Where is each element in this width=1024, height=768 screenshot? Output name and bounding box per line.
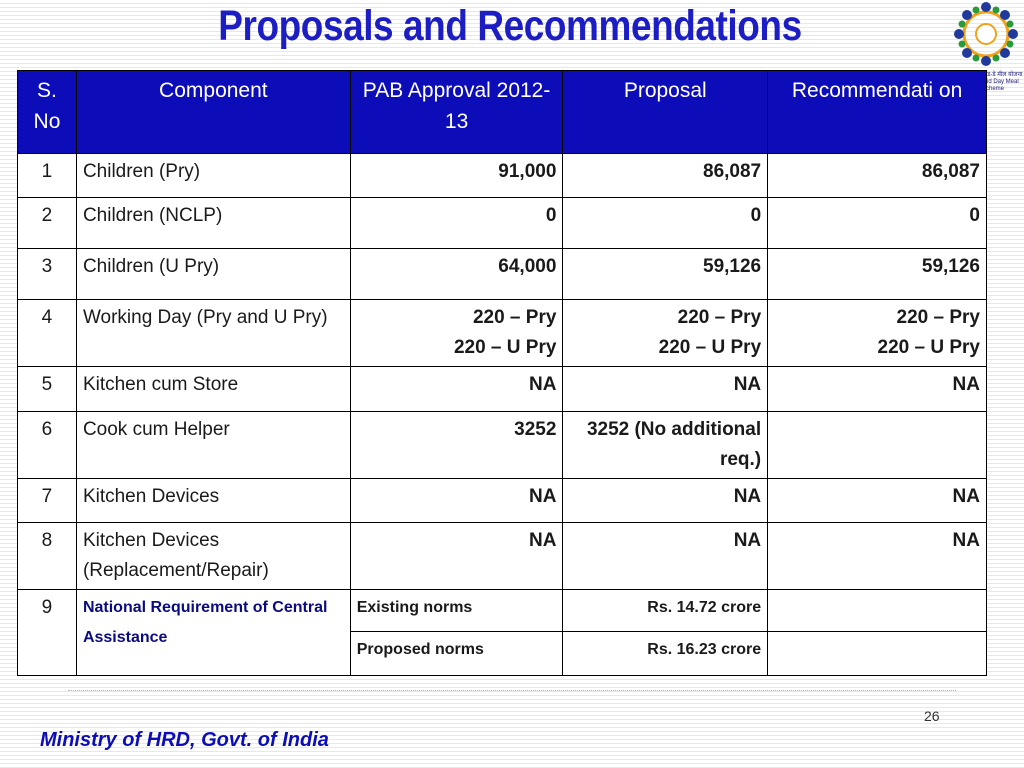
cell-component: Cook cum Helper [75,411,351,479]
page-number: 26 [924,708,940,724]
cell-sno: 7 [17,478,77,523]
cell-sno: 1 [17,153,77,198]
cell-recommendation: NA [767,522,987,590]
cell-proposal: NA [562,522,769,590]
footer-text: Ministry of HRD, Govt. of India [40,729,329,751]
header-pab-approval: PAB Approval 2012-13 [349,70,564,154]
cell-proposal: NA [562,366,769,412]
cell-recommendation: 59,126 [767,248,987,300]
cell-proposal: 0 [562,197,769,249]
table-row: 4 Working Day (Pry and U Pry) 220 – Pry 2… [17,299,987,367]
cell-sub-value: Rs. 16.23 crore [562,631,769,676]
mid-day-meal-logo [950,0,1024,90]
table-row: 8 Kitchen Devices (Replacement/Repair) N… [17,522,987,590]
cell-component: Kitchen Devices (Replacement/Repair) [75,522,351,590]
cell-recommendation: 86,087 [767,153,987,198]
header-proposal: Proposal [562,70,769,154]
cell-sno: 2 [17,197,77,249]
cell-sno: 6 [17,411,77,479]
cell-recommendation: 0 [767,197,987,249]
cell-component: Working Day (Pry and U Pry) [75,299,351,367]
cell-component: Children (Pry) [75,153,351,198]
cell-component: Kitchen Devices [75,478,351,523]
table-row: 9 National Requirement of Central Assist… [17,589,987,676]
cell-sno: 3 [17,248,77,300]
table-row: 1 Children (Pry) 91,000 86,087 86,087 [17,153,987,198]
table-row: Proposed norms Rs. 16.23 crore [18,631,987,676]
cell-pab: 220 – Pry 220 – U Pry [349,299,564,367]
cell-sub-value: Rs. 14.72 crore [562,589,769,632]
cell-proposal: 3252 (No additional req.) [562,411,769,479]
table-row: 2 Children (NCLP) 0 0 0 [17,197,987,249]
cell-pab: 3252 [349,411,564,479]
cell-component: Children (U Pry) [75,248,351,300]
cell-recommendation [767,411,987,479]
cell-component: Kitchen cum Store [75,366,351,412]
cell-sub-label: Existing norms [349,589,564,632]
footer-divider [68,690,956,691]
table-row: 5 Kitchen cum Store NA NA NA [17,366,987,412]
cell-component: Children (NCLP) [75,197,351,249]
header-sno: S. No [17,70,77,154]
cell-sno: 4 [17,299,77,367]
slide-title: Proposals and Recommendations [218,2,802,50]
cell-pab: 91,000 [349,153,564,198]
cell-proposal: NA [562,478,769,523]
table-row: 3 Children (U Pry) 64,000 59,126 59,126 [17,248,987,300]
cell-proposal: 86,087 [562,153,769,198]
cell-pab: 64,000 [349,248,564,300]
cell-recommendation: NA [767,478,987,523]
cell-pab: NA [349,478,564,523]
cell-sno: 5 [17,366,77,412]
cell-pab: NA [349,366,564,412]
cell-sno: 9 [17,589,77,676]
cell-sub-label: Proposed norms [349,631,564,676]
cell-pab: NA [349,522,564,590]
table-header-row: S. No Component PAB Approval 2012-13 Pro… [17,70,987,154]
cell-recommendation [767,631,987,676]
table-row: 6 Cook cum Helper 3252 3252 (No addition… [17,411,987,479]
header-recommendation: Recommendati on [767,70,987,154]
cell-recommendation: NA [767,366,987,412]
cell-pab: 0 [349,197,564,249]
people-circle-icon [954,2,1018,66]
cell-recommendation [767,589,987,632]
proposals-table: S. No Component PAB Approval 2012-13 Pro… [17,70,987,676]
header-component: Component [75,70,351,154]
cell-sno: 8 [17,522,77,590]
table-row: 7 Kitchen Devices NA NA NA [17,478,987,523]
logo-caption: मिड-डे मील योजना Mid Day Meal Scheme [982,72,1023,92]
cell-component: National Requirement of Central Assistan… [75,589,351,676]
cell-proposal: 220 – Pry 220 – U Pry [562,299,769,367]
cell-proposal: 59,126 [562,248,769,300]
cell-recommendation: 220 – Pry 220 – U Pry [767,299,987,367]
